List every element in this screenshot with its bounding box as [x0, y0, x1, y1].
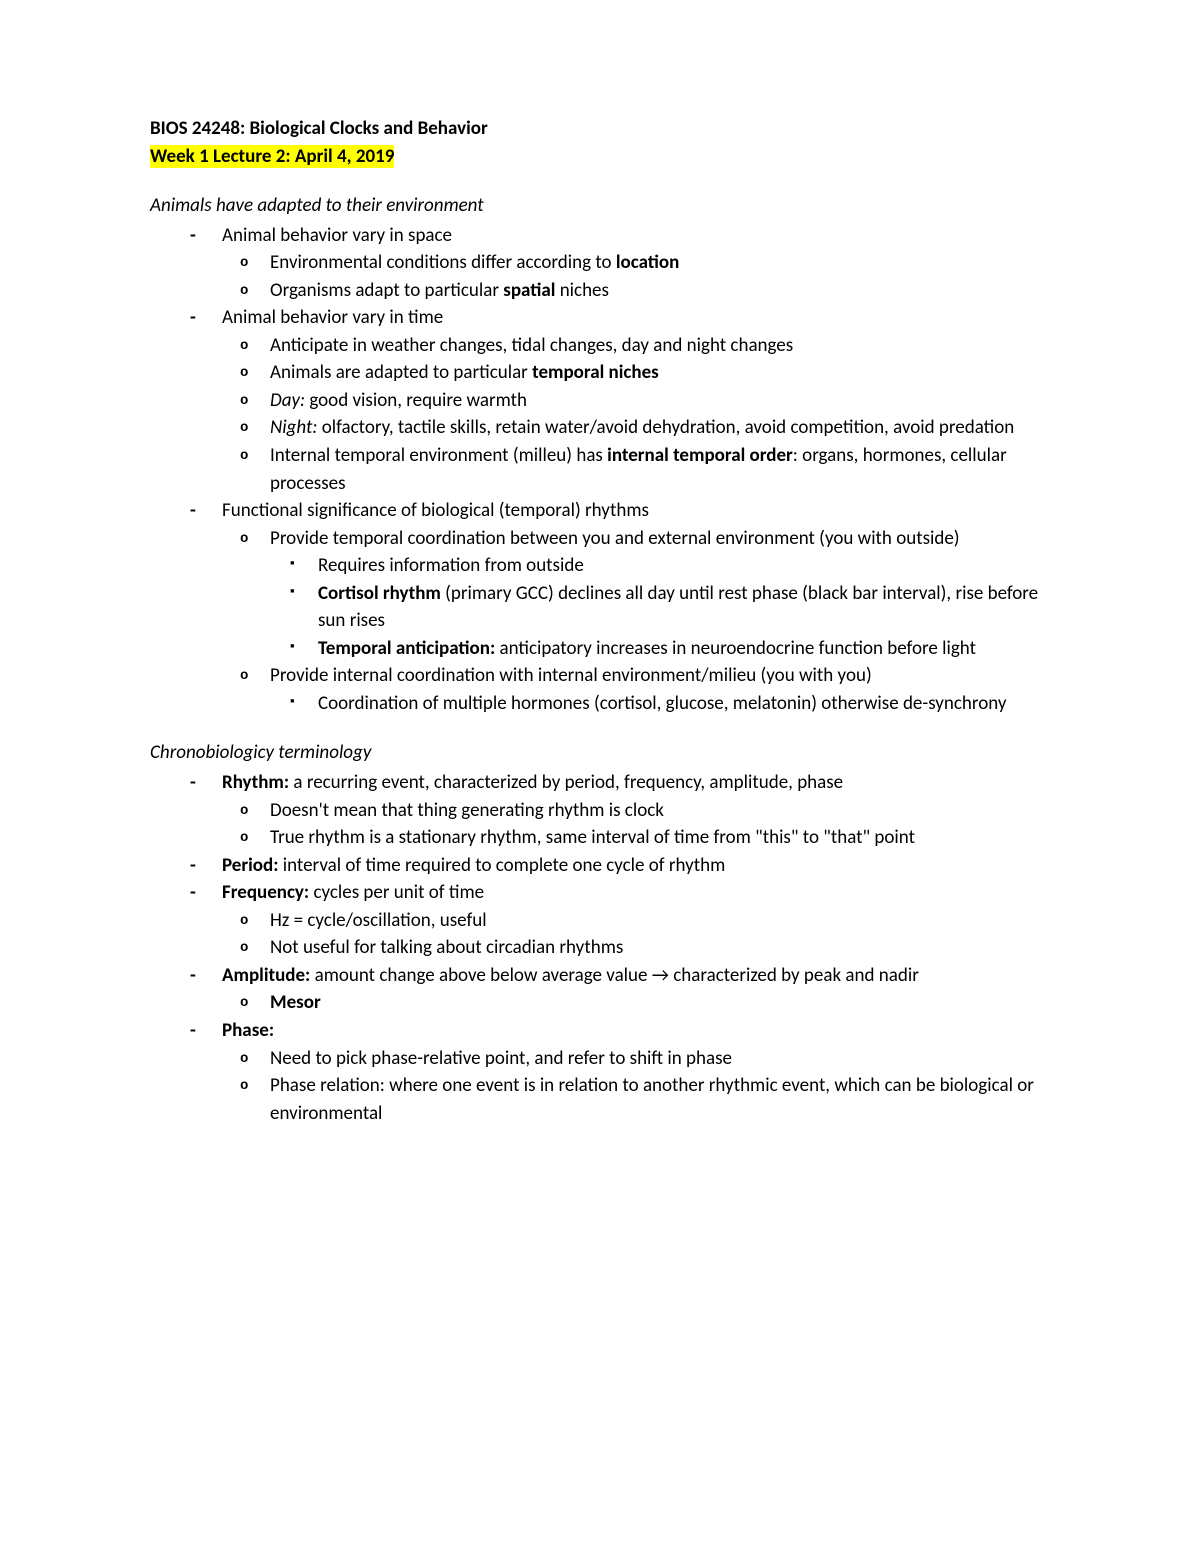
text-run: temporal niches [532, 361, 659, 384]
list-item: Period: interval of time required to com… [222, 852, 1050, 880]
list-item: Provide internal coordination with inter… [270, 662, 1050, 717]
text-run: True rhythm is a stationary rhythm, same… [270, 826, 915, 849]
document-body: Animals have adapted to their environmen… [150, 192, 1050, 1127]
document-header: BIOS 24248: Biological Clocks and Behavi… [150, 115, 1050, 170]
text-run: Functional significance of biological (t… [222, 499, 649, 522]
text-run: Not useful for talking about circadian r… [270, 936, 623, 959]
list-item: Anticipate in weather changes, tidal cha… [270, 332, 1050, 360]
text-run: Animal behavior vary in time [222, 306, 443, 329]
list-item: Animal behavior vary in space Environment… [222, 222, 1050, 305]
text-run: Provide internal coordination with inter… [270, 664, 872, 687]
text-run: Night: [270, 416, 317, 439]
bullet-list-level1: Animal behavior vary in space Environment… [150, 222, 1050, 718]
text-run: Provide temporal coordination between yo… [270, 527, 960, 550]
list-item: Internal temporal environment (milleu) h… [270, 442, 1050, 497]
text-run: Internal temporal environment (milleu) h… [270, 444, 607, 467]
text-run: Coordination of multiple hormones (corti… [318, 692, 1006, 715]
list-item: Provide temporal coordination between yo… [270, 525, 1050, 663]
text-run: Environmental conditions differ accordin… [270, 251, 616, 274]
list-item: Frequency: cycles per unit of time Hz = c… [222, 879, 1050, 962]
text-run: a recurring event, characterized by peri… [289, 771, 843, 794]
course-title: BIOS 24248: Biological Clocks and Behavi… [150, 115, 1050, 143]
list-item: Mesor [270, 989, 1050, 1017]
list-item: Not useful for talking about circadian r… [270, 934, 1050, 962]
bullet-list-level2: Need to pick phase-relative point, and r… [222, 1045, 1050, 1128]
list-item: True rhythm is a stationary rhythm, same… [270, 824, 1050, 852]
text-run: spatial [503, 279, 555, 302]
list-item: Phase relation: where one event is in re… [270, 1072, 1050, 1127]
list-item: Night: olfactory, tactile skills, retain… [270, 414, 1050, 442]
list-item: Hz = cycle/oscillation, useful [270, 907, 1050, 935]
text-run: niches [555, 279, 609, 302]
text-run: Frequency: [222, 881, 309, 904]
list-item: Environmental conditions differ accordin… [270, 249, 1050, 277]
bullet-list-level3: Requires information from outside Cortiso… [270, 552, 1050, 662]
bullet-list-level3: Coordination of multiple hormones (corti… [270, 690, 1050, 718]
text-run: olfactory, tactile skills, retain water/… [317, 416, 1014, 439]
text-run: Anticipate in weather changes, tidal cha… [270, 334, 793, 357]
list-item: Rhythm: a recurring event, characterized… [222, 769, 1050, 852]
list-item: Doesn't mean that thing generating rhyth… [270, 797, 1050, 825]
bullet-list-level1: Rhythm: a recurring event, characterized… [150, 769, 1050, 1127]
list-item: Phase: Need to pick phase-relative point,… [222, 1017, 1050, 1127]
list-item: Coordination of multiple hormones (corti… [318, 690, 1050, 718]
text-run: Need to pick phase-relative point, and r… [270, 1047, 732, 1070]
text-run: Rhythm: [222, 771, 289, 794]
lecture-line: Week 1 Lecture 2: April 4, 2019 [150, 143, 1050, 171]
bullet-list-level2: Mesor [222, 989, 1050, 1017]
text-run: Phase relation: where one event is in re… [270, 1074, 1034, 1125]
bullet-list-level2: Provide temporal coordination between yo… [222, 525, 1050, 718]
list-item: Animal behavior vary in time Anticipate i… [222, 304, 1050, 497]
bullet-list-level2: Hz = cycle/oscillation, useful Not useful… [222, 907, 1050, 962]
list-item: Functional significance of biological (t… [222, 497, 1050, 717]
text-run: Organisms adapt to particular [270, 279, 503, 302]
bullet-list-level2: Environmental conditions differ accordin… [222, 249, 1050, 304]
text-run: Mesor [270, 991, 321, 1014]
text-run: cycles per unit of time [309, 881, 484, 904]
text-run: internal temporal order [607, 444, 793, 467]
list-item: Requires information from outside [318, 552, 1050, 580]
bullet-list-level2: Anticipate in weather changes, tidal cha… [222, 332, 1050, 497]
list-item: Animals are adapted to particular tempor… [270, 359, 1050, 387]
text-run: good vision, require warmth [305, 389, 527, 412]
text-run: Requires information from outside [318, 554, 584, 577]
text-run: Cortisol rhythm [318, 582, 441, 605]
section-heading: Chronobiologicy terminology [150, 739, 1050, 767]
text-run: Day: [270, 389, 305, 412]
text-run: location [616, 251, 679, 274]
text-run: amount change above below average value … [310, 964, 919, 987]
text-run: Temporal anticipation: [318, 637, 495, 660]
text-run: Phase: [222, 1019, 274, 1042]
list-item: Temporal anticipation: anticipatory incr… [318, 635, 1050, 663]
bullet-list-level2: Doesn't mean that thing generating rhyth… [222, 797, 1050, 852]
text-run: interval of time required to complete on… [278, 854, 725, 877]
text-run: Animals are adapted to particular [270, 361, 532, 384]
section-heading: Animals have adapted to their environmen… [150, 192, 1050, 220]
list-item: Day: good vision, require warmth [270, 387, 1050, 415]
text-run: Animal behavior vary in space [222, 224, 452, 247]
list-item: Amplitude: amount change above below ave… [222, 962, 1050, 1017]
text-run: Period: [222, 854, 278, 877]
text-run: Doesn't mean that thing generating rhyth… [270, 799, 664, 822]
list-item: Organisms adapt to particular spatial ni… [270, 277, 1050, 305]
list-item: Need to pick phase-relative point, and r… [270, 1045, 1050, 1073]
lecture-info: Week 1 Lecture 2: April 4, 2019 [150, 145, 394, 168]
text-run: anticipatory increases in neuroendocrine… [495, 637, 976, 660]
text-run: Hz = cycle/oscillation, useful [270, 909, 487, 932]
list-item: Cortisol rhythm (primary GCC) declines a… [318, 580, 1050, 635]
text-run: Amplitude: [222, 964, 310, 987]
